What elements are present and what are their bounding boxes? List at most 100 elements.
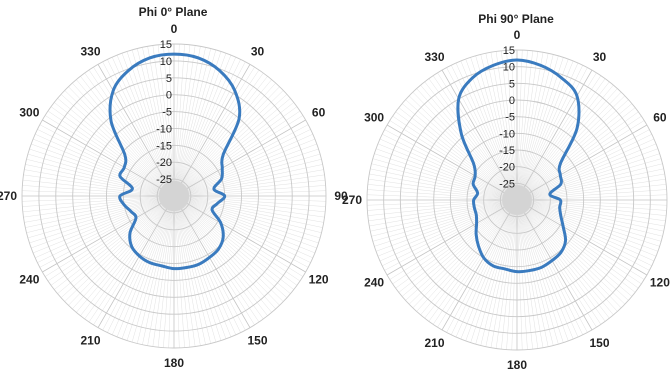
minor-spoke	[84, 195, 175, 320]
minor-spoke	[173, 195, 304, 277]
minor-spoke	[44, 115, 175, 197]
minor-spoke	[173, 138, 316, 197]
minor-spoke	[516, 199, 564, 343]
minor-spoke	[173, 69, 260, 197]
minor-spoke	[173, 76, 268, 197]
data-point	[220, 177, 223, 180]
minor-spoke	[163, 44, 175, 197]
grid-ring	[416, 99, 618, 301]
minor-spoke	[516, 134, 652, 201]
minor-spoke	[516, 153, 660, 201]
minor-spoke	[173, 195, 294, 290]
data-point	[222, 236, 224, 239]
minor-spoke	[142, 47, 175, 197]
minor-spoke	[173, 102, 294, 197]
minor-spoke	[80, 195, 175, 316]
minor-spoke	[26, 195, 175, 233]
grid-ring	[156, 178, 192, 214]
angle-tick-label: 0	[171, 22, 178, 36]
data-point	[135, 217, 137, 219]
minor-spoke	[54, 102, 175, 197]
minor-spoke	[121, 53, 175, 197]
minor-spoke	[389, 199, 518, 280]
angle-tick-label: 300	[364, 111, 384, 125]
minor-spoke	[516, 199, 614, 316]
minor-spoke	[173, 195, 232, 338]
minor-spoke	[408, 199, 518, 305]
minor-spoke	[173, 195, 246, 331]
minor-spoke	[126, 51, 175, 197]
minor-spoke	[147, 195, 175, 346]
minor-spoke	[173, 195, 211, 344]
data-point	[551, 259, 553, 262]
minor-spoke	[416, 199, 518, 312]
data-point	[472, 162, 475, 165]
minor-spoke	[93, 195, 175, 326]
grid-ring	[449, 132, 585, 268]
minor-spoke	[173, 82, 276, 197]
minor-spoke	[173, 45, 196, 197]
minor-spoke	[465, 199, 518, 342]
minor-spoke	[60, 195, 175, 298]
data-point	[138, 255, 141, 257]
minor-spoke	[173, 148, 319, 197]
minor-spoke	[142, 195, 175, 345]
data-point	[129, 232, 131, 234]
minor-spoke	[516, 50, 528, 201]
minor-spoke	[437, 72, 518, 201]
minor-spoke	[516, 189, 667, 201]
angle-tick-label: 120	[650, 276, 670, 290]
minor-spoke	[157, 195, 175, 348]
data-point	[185, 266, 188, 269]
minor-spoke	[137, 195, 175, 344]
minor-spoke	[173, 179, 326, 197]
radial-tick-label: -10	[499, 128, 515, 140]
data-point	[559, 174, 562, 176]
minor-spoke	[47, 110, 175, 197]
radial-tick-label: -20	[499, 162, 515, 174]
minor-spoke	[424, 81, 518, 201]
minor-spoke	[84, 72, 175, 197]
minor-spoke	[27, 195, 175, 239]
data-point	[472, 183, 474, 185]
minor-spoke	[173, 169, 324, 197]
grid-ring	[466, 149, 568, 251]
minor-spoke	[35, 133, 175, 197]
minor-spoke	[173, 44, 180, 197]
minor-spoke	[173, 44, 191, 197]
minor-spoke	[22, 190, 175, 197]
minor-spoke	[168, 44, 175, 197]
minor-spoke	[111, 57, 175, 197]
minor-spoke	[173, 195, 191, 348]
data-point	[482, 256, 485, 259]
data-point	[492, 64, 495, 67]
data-point	[222, 153, 224, 156]
minor-spoke	[37, 195, 175, 263]
data-point	[560, 183, 562, 185]
minor-spoke	[516, 67, 588, 201]
minor-spoke	[173, 195, 185, 348]
grid-ring	[139, 161, 209, 231]
minor-spoke	[395, 199, 518, 289]
minor-spoke	[516, 55, 559, 201]
minor-spoke	[516, 129, 650, 201]
minor-spoke	[516, 53, 549, 201]
minor-spoke	[516, 199, 528, 350]
grid-ring	[38, 60, 310, 332]
data-point	[127, 69, 130, 72]
minor-spoke	[131, 49, 175, 197]
minor-spoke	[88, 69, 175, 197]
minor-spoke	[516, 199, 544, 348]
data-point	[234, 89, 236, 92]
major-spoke	[441, 69, 518, 201]
minor-spoke	[22, 185, 175, 197]
minor-spoke	[173, 46, 201, 197]
data-point	[559, 162, 562, 165]
minor-spoke	[379, 199, 518, 262]
minor-spoke	[173, 72, 264, 197]
minor-spoke	[25, 195, 175, 228]
minor-spoke	[173, 195, 291, 294]
minor-spoke	[516, 88, 618, 201]
minor-spoke	[173, 195, 264, 320]
minor-spoke	[173, 195, 298, 286]
